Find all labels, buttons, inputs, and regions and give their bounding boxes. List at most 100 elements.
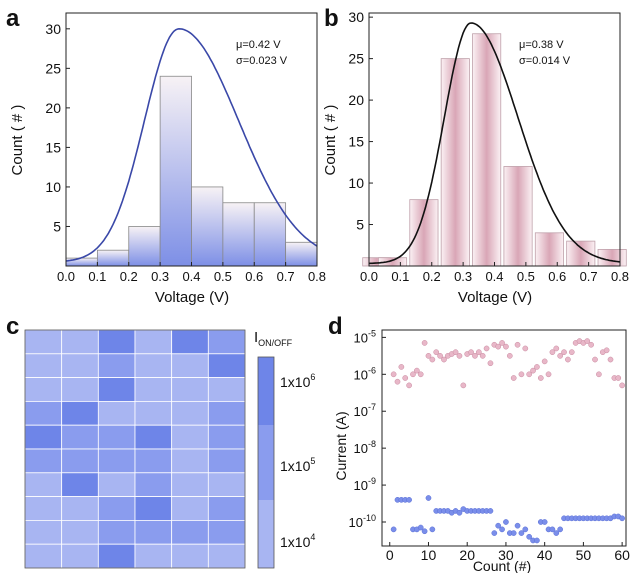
y-tick-label: 5	[356, 217, 364, 233]
scatter-point	[549, 349, 556, 356]
scatter-point	[487, 360, 494, 367]
x-tick-label: 0.3	[454, 269, 472, 284]
scatter-point	[557, 526, 564, 533]
y-tick-label: 10-5	[354, 328, 376, 345]
y-tick-label: 15	[348, 134, 364, 150]
panel-a: a Count ( # ) Voltage (V) μ=0.42 V σ=0.0…	[6, 5, 326, 306]
x-tick-label: 0.7	[277, 269, 295, 284]
x-tick-label: 60	[614, 547, 630, 563]
scatter-point	[510, 375, 517, 381]
y-tick-label: 10-8	[354, 439, 376, 456]
scatter-point	[491, 530, 498, 536]
scatter-point	[410, 371, 416, 378]
scatter-point	[406, 382, 412, 389]
heatmap-cell	[207, 496, 246, 521]
heatmap-cell	[24, 496, 63, 521]
heatmap-cell	[207, 377, 246, 402]
y-tick-label: 10-6	[354, 365, 376, 382]
x-tick-label: 40	[537, 547, 553, 563]
colorbar-tick-label: 1x104	[280, 532, 315, 550]
scatter-point	[499, 526, 505, 533]
heatmap-cell	[171, 496, 209, 521]
y-tick-exponent: -6	[368, 365, 376, 375]
x-tick-label: 30	[498, 547, 514, 563]
panel-a-annotation-mu: μ=0.42 V	[236, 39, 281, 51]
heatmap-cell	[61, 329, 99, 355]
histogram-bar	[96, 249, 130, 267]
x-tick-label: 0.8	[611, 269, 629, 284]
panel-label-a: a	[6, 5, 20, 32]
heatmap-cell	[24, 472, 63, 497]
scatter-point	[441, 356, 447, 363]
scatter-point	[510, 530, 517, 536]
histogram-bar	[440, 58, 470, 267]
heatmap-cell	[61, 448, 99, 474]
x-tick-label: 0.4	[485, 269, 503, 284]
panel-d-ylabel: Current (A)	[333, 411, 349, 480]
heatmap-cell	[207, 400, 246, 426]
scatter-point	[549, 526, 556, 533]
histogram-bar	[534, 232, 564, 267]
x-tick-label: 0.6	[245, 269, 263, 284]
histogram-bar	[159, 75, 192, 267]
x-tick-label: 0.0	[360, 269, 378, 284]
y-tick-base: 10	[354, 330, 368, 345]
scatter-point	[406, 496, 412, 503]
histogram-bar	[597, 249, 627, 267]
scatter-point	[565, 356, 571, 363]
panel-b-ylabel: Count ( # )	[322, 105, 339, 176]
scatter-point	[561, 349, 567, 356]
heatmap-cell	[61, 543, 99, 569]
scatter-point	[553, 530, 560, 536]
scatter-point	[414, 367, 420, 374]
heatmap-cell	[97, 400, 136, 426]
heatmap-cell	[24, 329, 63, 355]
panel-b-xlabel: Voltage (V)	[458, 289, 532, 306]
scatter-point	[506, 352, 513, 359]
scatter-point	[530, 367, 536, 374]
panel-label-c: c	[6, 313, 19, 340]
fit-curve	[65, 27, 318, 262]
panel-a-xlabel: Voltage (V)	[155, 289, 229, 306]
heatmap-cell	[97, 329, 136, 355]
heatmap-cell	[24, 424, 63, 450]
y-tick-label: 30	[348, 9, 364, 25]
histogram-bar	[472, 33, 502, 267]
heatmap-cell	[97, 424, 136, 450]
scatter-point	[545, 371, 552, 378]
heatmap-cell	[134, 329, 173, 355]
x-tick-label: 0.8	[308, 269, 326, 284]
heatmap-cell	[207, 472, 246, 497]
heatmap-cell	[171, 424, 209, 450]
heatmap-cell	[97, 496, 136, 521]
scatter-point	[534, 537, 540, 544]
y-tick-exponent: -8	[368, 439, 376, 449]
heatmap-cell	[61, 400, 99, 426]
y-tick-exponent: -10	[363, 513, 376, 523]
y-tick-base: 10	[354, 441, 368, 456]
scatter-point	[452, 349, 459, 356]
y-tick-label: 20	[348, 92, 364, 108]
y-tick-base: 10	[354, 404, 368, 419]
x-tick-label: 0.2	[120, 269, 138, 284]
scatter-point	[417, 524, 424, 531]
heatmap-cell	[171, 400, 209, 426]
heatmap-frame	[24, 329, 246, 569]
scatter-point	[495, 522, 502, 529]
y-tick-base: 10	[354, 478, 368, 493]
panel-b-annotation-mu: μ=0.38 V	[519, 39, 564, 51]
scatter-point	[495, 343, 502, 350]
heatmap-cell	[24, 448, 63, 474]
heatmap-cell	[207, 353, 246, 378]
heatmap-cell	[97, 448, 136, 474]
y-tick-label: 10-7	[354, 402, 376, 419]
heatmap-cell	[171, 448, 209, 474]
heatmap-cell	[207, 520, 246, 545]
scatter-point	[456, 509, 463, 516]
heatmap-cell	[171, 543, 209, 569]
heatmap-cell	[61, 520, 99, 545]
panel-label-b: b	[324, 5, 339, 32]
heatmap-cell	[61, 472, 99, 497]
scatter-point	[472, 352, 478, 359]
